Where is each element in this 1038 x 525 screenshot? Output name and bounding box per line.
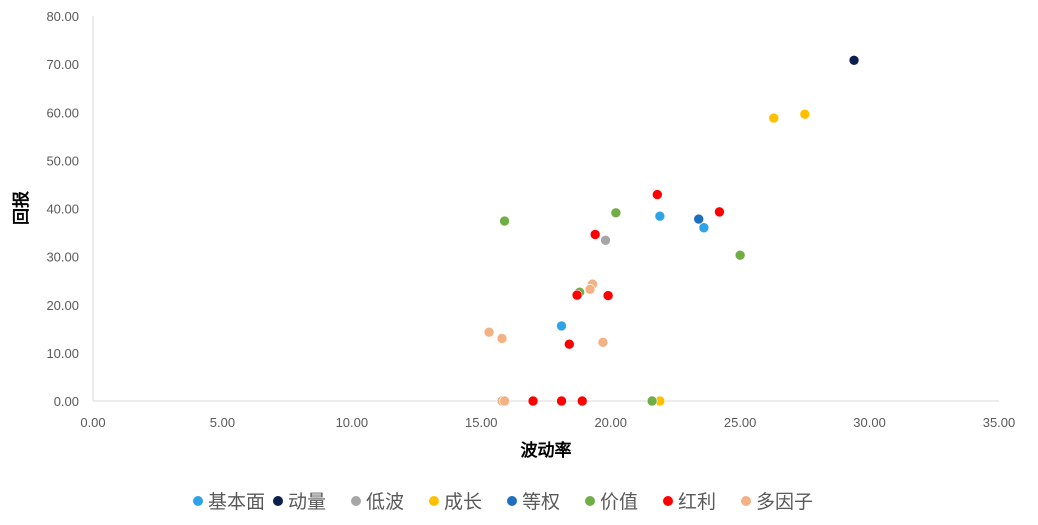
data-point xyxy=(768,112,780,124)
data-point xyxy=(499,395,510,407)
legend-marker xyxy=(507,496,517,506)
data-point xyxy=(652,189,663,200)
data-point xyxy=(483,326,495,338)
x-tick-label: 25.00 xyxy=(724,415,757,430)
x-tick-label: 10.00 xyxy=(336,415,369,430)
legend-marker xyxy=(193,496,203,506)
data-point xyxy=(571,289,583,301)
data-point xyxy=(734,249,746,261)
data-point xyxy=(597,336,609,348)
legend-marker xyxy=(663,496,673,506)
data-point xyxy=(563,338,575,350)
data-point xyxy=(848,54,860,66)
legend-label: 成长 xyxy=(444,491,482,513)
data-point xyxy=(693,213,705,225)
data-point xyxy=(698,222,710,234)
legend-marker xyxy=(429,496,439,506)
data-point xyxy=(584,284,596,295)
y-tick-label: 60.00 xyxy=(46,105,79,120)
legend-label: 低波 xyxy=(366,491,404,513)
data-point xyxy=(799,108,811,120)
y-tick-label: 70.00 xyxy=(46,57,79,72)
data-point xyxy=(714,206,725,218)
data-point xyxy=(499,215,510,227)
y-tick-label: 0.00 xyxy=(54,394,79,409)
legend-label: 动量 xyxy=(288,491,326,513)
data-point xyxy=(610,207,622,219)
y-tick-label: 10.00 xyxy=(46,346,79,361)
legend-marker xyxy=(741,496,751,506)
data-point xyxy=(576,395,588,407)
data-point xyxy=(602,290,614,301)
y-tick-label: 40.00 xyxy=(46,202,79,217)
legend-label: 红利 xyxy=(678,491,716,513)
legend: 基本面 动量 低波 成长 等权 价值 红利 多因子 xyxy=(193,491,813,513)
legend-marker xyxy=(585,496,595,506)
x-axis-title: 波动率 xyxy=(521,440,572,461)
legend-label: 等权 xyxy=(522,491,560,513)
data-point xyxy=(496,333,508,344)
x-tick-label: 35.00 xyxy=(983,415,1016,430)
x-tick-label: 30.00 xyxy=(853,415,886,430)
y-tick-label: 80.00 xyxy=(46,9,79,24)
legend-label: 价值 xyxy=(600,491,638,513)
data-point xyxy=(527,395,539,407)
data-point xyxy=(654,210,666,222)
data-point xyxy=(556,395,567,407)
data-point xyxy=(556,320,567,332)
y-tick-label: 50.00 xyxy=(46,153,79,168)
data-point xyxy=(600,234,611,246)
y-axis-ticks: 0.00 10.00 20.00 30.00 40.00 50.00 60.00 70.00 8… xyxy=(46,9,79,409)
data-point xyxy=(589,229,601,240)
y-tick-label: 30.00 xyxy=(46,250,79,265)
data-point xyxy=(646,395,658,407)
x-tick-label: 0.00 xyxy=(80,415,105,430)
y-axis-title: 回报 xyxy=(11,191,32,225)
x-tick-label: 15.00 xyxy=(465,415,498,430)
legend-label: 基本面 xyxy=(208,491,265,513)
x-tick-label: 20.00 xyxy=(594,415,627,430)
data-points xyxy=(483,54,860,407)
x-axis-ticks: 0.00 5.00 10.00 15.00 20.00 25.00 30.00 35.00 xyxy=(80,415,1015,430)
legend-marker xyxy=(273,496,283,506)
y-tick-label: 20.00 xyxy=(46,298,79,313)
legend-label: 多因子 xyxy=(756,491,813,513)
legend-marker xyxy=(351,496,361,506)
x-tick-label: 5.00 xyxy=(210,415,235,430)
